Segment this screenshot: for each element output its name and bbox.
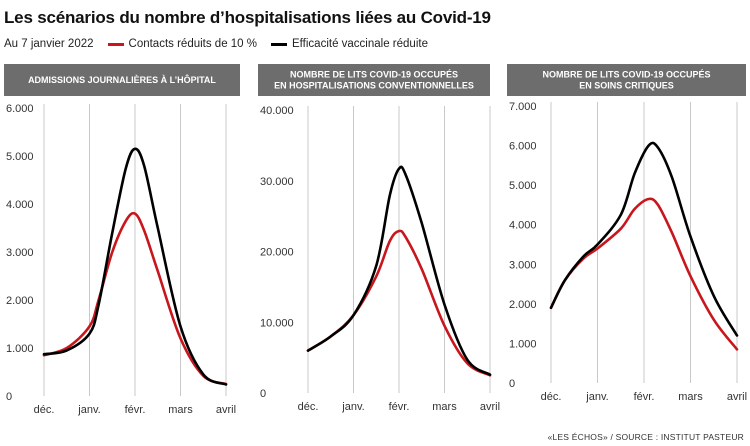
y-tick-label: 4.000 [6, 199, 34, 211]
series-line-vaccine [549, 141, 739, 337]
x-tick-label: déc. [541, 391, 562, 403]
y-tick-label: 4.000 [509, 220, 537, 232]
x-tick-label: févr. [634, 391, 655, 403]
y-tick-label: 0 [260, 388, 266, 400]
date-label: Au 7 janvier 2022 [4, 38, 94, 50]
x-tick-label: févr. [389, 401, 410, 413]
x-tick-label: avril [480, 401, 500, 413]
y-tick-label: 10.000 [260, 317, 294, 329]
x-tick-label: janv. [77, 404, 100, 416]
subtitle-row: Au 7 janvier 2022 Contacts réduits de 10… [4, 38, 428, 50]
y-tick-label: 1.000 [509, 338, 537, 350]
x-tick-label: mars [432, 401, 457, 413]
legend-label-vaccine: Efficacité vaccinale réduite [292, 38, 428, 50]
y-tick-label: 5.000 [6, 151, 34, 163]
panel-title-line: ADMISSIONS JOURNALIÈRES À L’HÔPITAL [28, 74, 216, 85]
legend-label-contacts: Contacts réduits de 10 % [128, 38, 258, 50]
y-tick-label: 0 [6, 391, 12, 403]
y-tick-label: 0 [509, 378, 515, 390]
x-tick-label: janv. [585, 391, 608, 403]
x-tick-label: avril [216, 404, 236, 416]
series-line-vaccine [42, 147, 228, 386]
x-tick-label: avril [727, 391, 747, 403]
y-tick-label: 2.000 [509, 299, 537, 311]
y-tick-label: 7.000 [509, 101, 537, 113]
y-tick-label: 3.000 [509, 259, 537, 271]
y-tick-label: 6.000 [6, 103, 34, 115]
legend-swatch-black [271, 42, 288, 46]
y-tick-label: 6.000 [509, 141, 537, 153]
y-tick-label: 2.000 [6, 295, 34, 307]
x-tick-label: déc. [34, 404, 55, 416]
panel-title-line: EN HOSPITALISATIONS CONVENTIONNELLES [274, 81, 474, 91]
x-tick-label: déc. [298, 401, 319, 413]
x-tick-label: mars [168, 404, 193, 416]
legend-item-vaccine: Efficacité vaccinale réduite [271, 38, 428, 50]
panel-title-line: NOMBRE DE LITS COVID-19 OCCUPÉS [542, 70, 710, 80]
y-tick-label: 40.000 [260, 105, 294, 117]
x-tick-label: févr. [125, 404, 146, 416]
legend-swatch-red [107, 42, 124, 46]
y-tick-label: 3.000 [6, 247, 34, 259]
y-tick-label: 20.000 [260, 247, 294, 259]
panel-title-line: NOMBRE DE LITS COVID-19 OCCUPÉS [290, 70, 458, 80]
series-line-vaccine [306, 165, 492, 376]
panel-header-bg [507, 64, 746, 96]
chart-panel-1: ADMISSIONS JOURNALIÈRES À L’HÔPITAL déc. j… [4, 64, 240, 416]
y-tick-label: 1.000 [6, 343, 34, 355]
y-tick-label: 5.000 [509, 180, 537, 192]
legend-item-contacts: Contacts réduits de 10 % [107, 38, 258, 50]
series-line-contacts [42, 211, 228, 386]
panel-header-bg [4, 64, 240, 96]
x-tick-label: mars [678, 391, 703, 403]
chart-title: Les scénarios du nombre d’hospitalisatio… [4, 8, 491, 27]
panel-header-bg [258, 64, 490, 96]
x-tick-label: janv. [341, 401, 364, 413]
y-tick-label: 30.000 [260, 176, 294, 188]
panel-title-line: EN SOINS CRITIQUES [579, 81, 674, 91]
source-credit: «LES ÉCHOS» / SOURCE : INSTITUT PASTEUR [547, 432, 744, 442]
